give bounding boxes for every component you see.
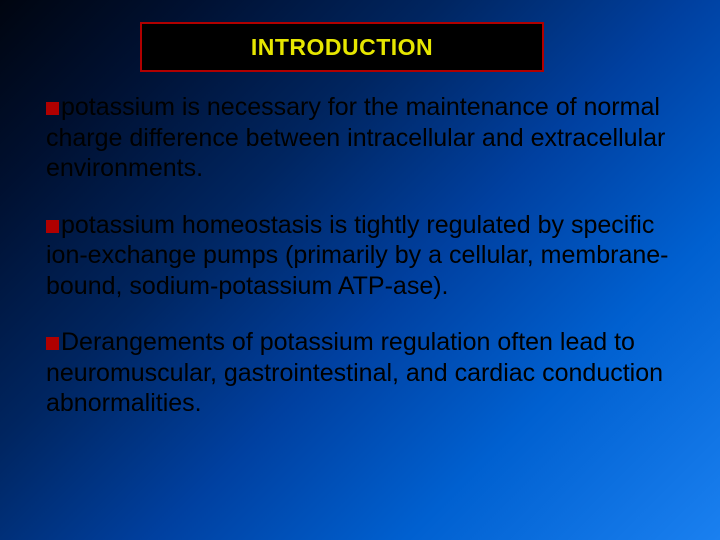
title-box: INTRODUCTION xyxy=(140,22,544,72)
bullet-item: Derangements of potassium regulation oft… xyxy=(46,327,674,419)
square-bullet-icon xyxy=(46,337,59,350)
square-bullet-icon xyxy=(46,102,59,115)
bullet-text: potassium is necessary for the maintenan… xyxy=(46,93,665,182)
bullet-item: potassium homeostasis is tightly regulat… xyxy=(46,210,674,302)
bullet-text: potassium homeostasis is tightly regulat… xyxy=(46,211,669,300)
bullet-text: Derangements of potassium regulation oft… xyxy=(46,328,663,417)
slide-title: INTRODUCTION xyxy=(251,34,433,61)
content-area: potassium is necessary for the maintenan… xyxy=(46,92,674,445)
slide: INTRODUCTION potassium is necessary for … xyxy=(0,0,720,540)
bullet-item: potassium is necessary for the maintenan… xyxy=(46,92,674,184)
square-bullet-icon xyxy=(46,220,59,233)
